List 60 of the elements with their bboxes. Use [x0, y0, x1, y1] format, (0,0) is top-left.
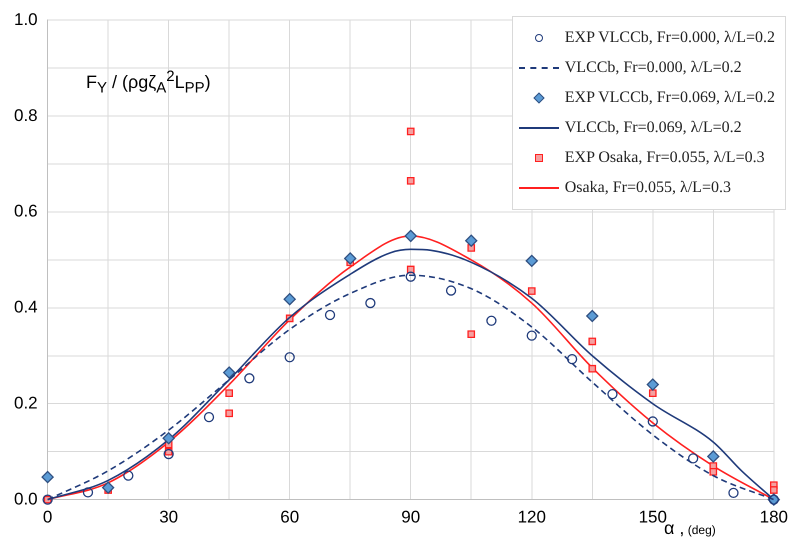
point [648, 389, 657, 398]
point [688, 453, 698, 464]
point [225, 409, 234, 418]
x-tick-label: 90 [401, 507, 420, 526]
point [324, 310, 336, 320]
point [646, 378, 659, 391]
legend-label: EXP VLCCb, Fr=0.069, λ/L=0.2 [564, 89, 775, 107]
legend-label: VLCCb, Fr=0.069, λ/L=0.2 [564, 119, 742, 137]
point [244, 373, 254, 384]
point [707, 450, 720, 463]
point [728, 488, 739, 498]
point [204, 412, 214, 422]
x-tick-label: 150 [638, 507, 667, 526]
y-tick-label: 0.2 [14, 393, 38, 412]
point [123, 470, 134, 481]
point [528, 287, 536, 295]
point [588, 364, 596, 373]
point [446, 285, 456, 296]
point [770, 486, 778, 494]
point [526, 254, 538, 268]
y-tick-label: 1.0 [14, 10, 38, 29]
point [102, 481, 114, 494]
point [284, 352, 295, 362]
point [607, 388, 618, 400]
point [162, 432, 175, 444]
point [467, 330, 476, 338]
x-tick-label: 0 [42, 507, 52, 526]
point [709, 468, 718, 476]
point [566, 354, 578, 364]
point [225, 389, 234, 398]
point [465, 234, 478, 247]
y-tick-label: 0.6 [14, 202, 38, 221]
point [284, 293, 296, 306]
x-tick-label: 180 [760, 507, 788, 526]
point [406, 128, 415, 136]
point [486, 316, 497, 326]
point [588, 338, 596, 346]
legend-label: VLCCb, Fr=0.000, λ/L=0.2 [564, 59, 742, 77]
point [648, 416, 658, 427]
x-tick-label: 120 [518, 507, 546, 526]
point [164, 448, 174, 460]
legend-label: Osaka, Fr=0.055, λ/L=0.3 [564, 179, 731, 197]
point [404, 230, 417, 242]
point [82, 487, 94, 498]
point [406, 176, 415, 185]
point [526, 330, 537, 341]
legend-label: EXP VLCCb, Fr=0.000, λ/L=0.2 [564, 29, 775, 47]
y-tick-label: 0.0 [14, 489, 38, 508]
y-tick-label: 0.4 [14, 298, 38, 317]
x-tick-label: 30 [159, 507, 178, 526]
legend-label: EXP Osaka, Fr=0.055, λ/L=0.3 [564, 149, 765, 167]
y-axis-title: F$_{Y}$ / (ρgζ$_{A}$$^{2}$L$_{PP}$) [86, 68, 211, 97]
point [41, 470, 54, 484]
point [223, 366, 236, 379]
point [406, 272, 416, 282]
y-tick-label: 0.8 [14, 106, 38, 125]
x-tick-label: 60 [280, 507, 300, 526]
point [586, 310, 598, 322]
point [365, 298, 376, 308]
point [344, 252, 356, 265]
